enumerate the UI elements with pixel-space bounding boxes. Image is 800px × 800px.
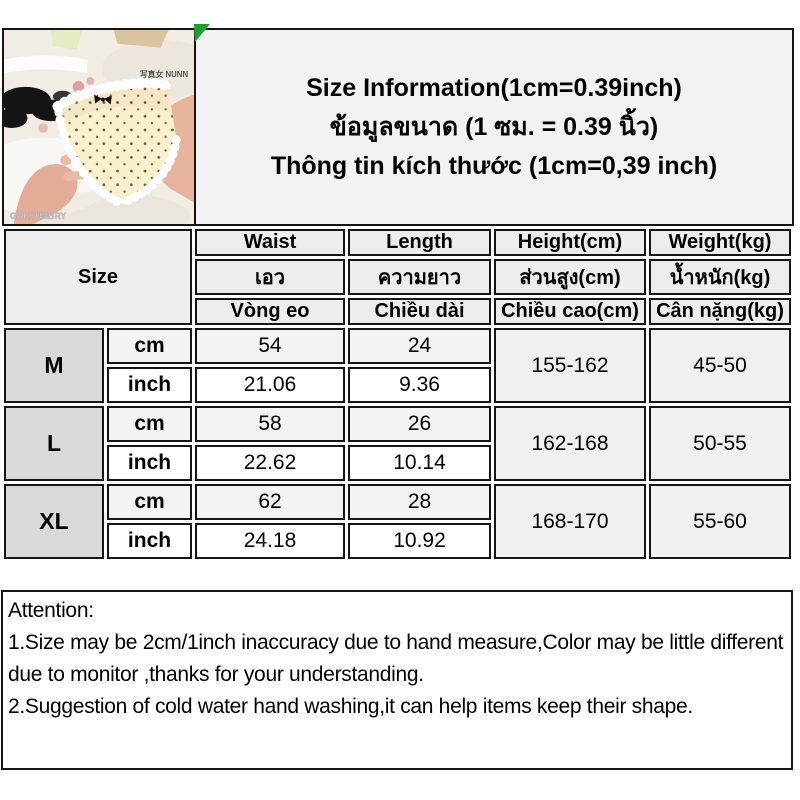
waist-inch-value: 22.62: [195, 445, 345, 481]
waist-cm-value: 62: [195, 484, 345, 520]
header-waist-en: Waist: [195, 229, 345, 256]
size-header-cell: Size: [4, 229, 192, 325]
height-range-value: 162-168: [494, 406, 646, 481]
size-row-l-inch: inch 22.62 10.14: [4, 445, 791, 481]
waist-cm-value: 58: [195, 406, 345, 442]
header-weight-vi: Cân nặng(kg): [649, 298, 791, 325]
title-vietnamese: Thông tin kích thước (1cm=0,39 inch): [270, 151, 718, 180]
title-thai: ข้อมูลขนาด (1 ซม. = 0.39 นิ้ว): [329, 112, 659, 141]
header-row-english: Size Waist Length Height(cm) Weight(kg): [4, 229, 791, 325]
length-inch-value: 10.14: [348, 445, 491, 481]
size-row-xl-inch: inch 24.18 10.92: [4, 523, 791, 559]
attention-note-1: 1.Size may be 2cm/1inch inaccuracy due t…: [8, 631, 784, 686]
weight-range-value: 45-50: [649, 328, 791, 403]
header-weight-en: Weight(kg): [649, 229, 791, 256]
attention-panel: Attention: 1.Size may be 2cm/1inch inacc…: [1, 590, 793, 770]
attention-note-2: 2.Suggestion of cold water hand washing,…: [8, 695, 693, 718]
title-panel: Size Information(1cm=0.39inch) ข้อมูลขนา…: [194, 28, 794, 226]
unit-cm-cell: cm: [107, 484, 192, 520]
header-height-en: Height(cm): [494, 229, 646, 256]
unit-inch-cell: inch: [107, 523, 192, 559]
tan-garment: [113, 30, 169, 48]
length-inch-value: 10.92: [348, 523, 491, 559]
size-cell: XL: [4, 484, 104, 559]
waist-cm-value: 54: [195, 328, 345, 364]
header-row-vietnamese: Vòng eo Chiều dài Chiều cao(cm) Cân nặng…: [4, 298, 791, 325]
header-height-vi: Chiều cao(cm): [494, 298, 646, 325]
photo-watermark-bottom: GAKSUNBRY: [10, 211, 66, 221]
weight-range-value: 50-55: [649, 406, 791, 481]
panty: [52, 77, 181, 207]
height-range-value: 168-170: [494, 484, 646, 559]
header-waist-vi: Vòng eo: [195, 298, 345, 325]
attention-heading: Attention:: [8, 599, 94, 622]
length-inch-value: 9.36: [348, 367, 491, 403]
unit-inch-cell: inch: [107, 445, 192, 481]
product-photo: 写真女 NUNN GAKSUNBRY: [2, 28, 196, 226]
header-length-en: Length: [348, 229, 491, 256]
unit-inch-cell: inch: [107, 367, 192, 403]
length-cm-value: 24: [348, 328, 491, 364]
green-corner-marker: [194, 24, 210, 42]
height-range-value: 155-162: [494, 328, 646, 403]
size-table: Size Waist Length Height(cm) Weight(kg) …: [1, 226, 794, 562]
weight-range-value: 55-60: [649, 484, 791, 559]
length-cm-value: 28: [348, 484, 491, 520]
header-weight-th: น้ำหนัก(kg): [649, 259, 791, 295]
header-waist-th: เอว: [195, 259, 345, 295]
header-length-vi: Chiều dài: [348, 298, 491, 325]
unit-cm-cell: cm: [107, 328, 192, 364]
size-cell: M: [4, 328, 104, 403]
yellow-garment: [51, 30, 83, 50]
waist-inch-value: 24.18: [195, 523, 345, 559]
length-cm-value: 26: [348, 406, 491, 442]
unit-cm-cell: cm: [107, 406, 192, 442]
header-row-thai: เอว ความยาว ส่วนสูง(cm) น้ำหนัก(kg): [4, 259, 791, 295]
bow-icon: [94, 94, 112, 105]
size-cell: L: [4, 406, 104, 481]
waist-inch-value: 21.06: [195, 367, 345, 403]
size-row-xl-cm: XL cm 62 28 168-170 55-60: [4, 484, 791, 559]
header-height-th: ส่วนสูง(cm): [494, 259, 646, 295]
product-photo-art: 写真女 NUNN GAKSUNBRY: [4, 30, 194, 224]
photo-watermark-top: 写真女 NUNN: [140, 69, 189, 79]
size-row-m-inch: inch 21.06 9.36: [4, 367, 791, 403]
header-length-th: ความยาว: [348, 259, 491, 295]
title-english: Size Information(1cm=0.39inch): [306, 73, 682, 102]
